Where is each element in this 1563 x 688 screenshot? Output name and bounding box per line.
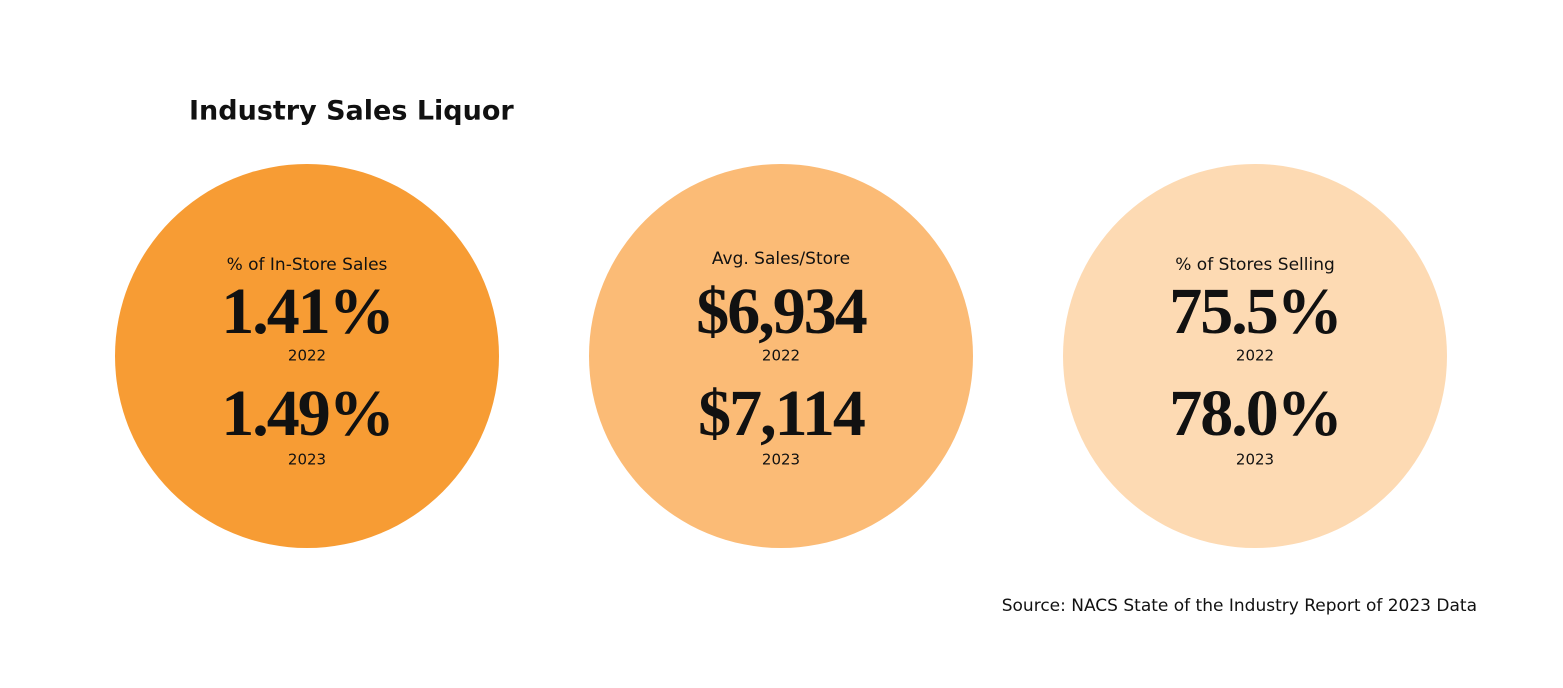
circle	[589, 164, 973, 548]
metric-label: % of Stores Selling	[1175, 255, 1335, 275]
metric-year: 2022	[1236, 347, 1274, 365]
circle	[115, 164, 499, 548]
metric-value: $7,114	[698, 377, 865, 450]
title: Industry Sales Liquor	[189, 96, 514, 127]
metric-value: $6,934	[696, 275, 867, 348]
metric-value: 1.49%	[221, 377, 393, 450]
metric-label: Avg. Sales/Store	[712, 249, 850, 269]
circle	[1063, 164, 1447, 548]
source: Source: NACS State of the Industry Repor…	[1002, 596, 1477, 616]
metric-year: 2023	[762, 451, 800, 469]
metric-year: 2022	[288, 347, 326, 365]
metric-label: % of In-Store Sales	[227, 255, 388, 275]
metric-value: 78.0%	[1169, 377, 1341, 450]
metric-year: 2023	[288, 451, 326, 469]
metric-year: 2022	[762, 347, 800, 365]
metric-value: 75.5%	[1169, 275, 1341, 348]
metric-value: 1.41%	[221, 275, 393, 348]
metric-year: 2023	[1236, 451, 1274, 469]
